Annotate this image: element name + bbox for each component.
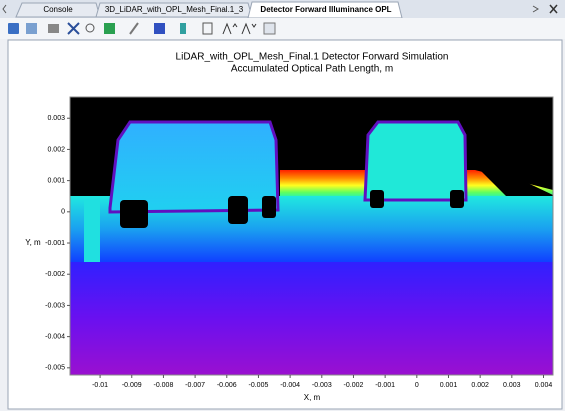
y-tick-label: -0.001 [45,240,65,247]
y-tick-label: 0.001 [47,177,65,184]
x-tick-label: 0.004 [535,382,553,389]
page: {"tabs": ["Console", "3D_LiDAR_with_OPL_… [0,0,565,411]
x-tick-label: -0.009 [122,382,142,389]
x-tick-label: -0.001 [375,382,395,389]
y-tick-label: 0.002 [47,146,65,153]
image [70,97,553,375]
y-axis-label: Y, m [25,238,41,247]
y-tick-label: 0 [61,209,65,216]
x-tick-label: -0.008 [154,382,174,389]
palette-icon[interactable] [154,23,165,34]
y-tick-label: -0.004 [45,333,65,340]
print-icon[interactable] [48,24,59,33]
tab-label: Console [43,5,73,14]
x-tick-label: -0.01 [92,382,108,389]
x-tick-label: -0.003 [312,382,332,389]
x-tick-label: -0.004 [280,382,300,389]
toolbar [0,18,565,39]
x-tick-label: 0 [415,382,419,389]
save-icon[interactable] [8,23,19,34]
x-tick-label: -0.002 [344,382,364,389]
window: Console 3D_LiDAR_with_OPL_Mesh_Final.1_3… [0,0,565,411]
tab-label: 3D_LiDAR_with_OPL_Mesh_Final.1_3 [105,5,244,14]
layout-icon[interactable] [264,23,275,34]
plot-title: LiDAR_with_OPL_Mesh_Final.1 Detector For… [176,52,449,63]
x-axis-label: X, m [304,393,321,402]
legend-icon[interactable] [180,23,186,34]
y-tick-label: -0.002 [45,271,65,278]
x-tick-label: -0.007 [185,382,205,389]
y-tick-label: -0.003 [45,302,65,309]
copy-icon[interactable] [26,23,37,34]
x-tick-label: -0.005 [249,382,269,389]
y-tick-label: -0.005 [45,365,65,372]
y-tick-label: 0.003 [47,115,65,122]
plot-subtitle: Accumulated Optical Path Length, m [231,64,393,75]
x-tick-label: 0.002 [471,382,489,389]
x-tick-label: 0.001 [440,382,458,389]
x-tick-label: 0.003 [503,382,521,389]
display-icon[interactable] [104,23,115,34]
tab-label: Detector Forward Illuminance OPL [260,5,391,14]
x-tick-label: -0.006 [217,382,237,389]
